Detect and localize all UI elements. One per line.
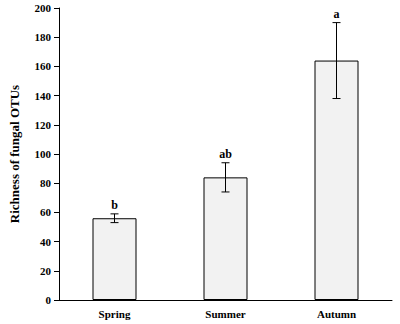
svg-text:80: 80 [40, 177, 52, 189]
svg-text:140: 140 [35, 90, 52, 102]
svg-text:ab: ab [219, 147, 232, 161]
svg-text:40: 40 [40, 236, 52, 248]
svg-text:180: 180 [35, 31, 52, 43]
svg-text:Autumn: Autumn [317, 308, 356, 320]
svg-text:160: 160 [35, 60, 52, 72]
svg-text:20: 20 [40, 265, 52, 277]
svg-text:200: 200 [35, 2, 52, 14]
svg-text:a: a [334, 7, 340, 21]
svg-text:Richness of fungal OTUs: Richness of fungal OTUs [7, 85, 22, 223]
svg-text:60: 60 [40, 206, 52, 218]
svg-text:Spring: Spring [99, 308, 131, 320]
svg-text:100: 100 [35, 148, 52, 160]
svg-text:b: b [111, 198, 118, 212]
svg-text:120: 120 [35, 119, 52, 131]
svg-text:Summer: Summer [205, 308, 245, 320]
svg-text:0: 0 [46, 294, 52, 306]
